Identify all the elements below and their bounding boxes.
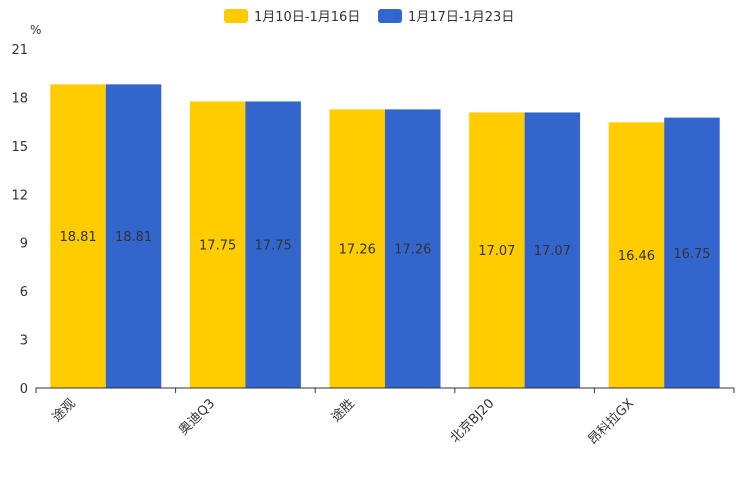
- x-tick-label: 北京BJ20: [448, 396, 498, 446]
- y-tick-label: 18: [11, 91, 28, 106]
- bar-1-4: [469, 112, 525, 388]
- legend-swatch: [224, 9, 248, 23]
- y-tick-label: 21: [11, 43, 28, 58]
- bar-value-label: 18.81: [115, 230, 152, 245]
- bar-2-5: [664, 117, 720, 388]
- bar-value-label: 17.07: [478, 244, 515, 259]
- bar-2-4: [524, 112, 581, 388]
- bar-value-label: 18.81: [59, 230, 96, 245]
- bar-value-label: 17.26: [394, 243, 431, 258]
- bars: [50, 84, 720, 389]
- bar-1-1: [50, 84, 106, 389]
- bar-2-2: [245, 101, 301, 388]
- y-tick-label: 0: [20, 382, 28, 397]
- bar-data-labels: 18.81 18.81 17.75 17.75 17.26 17.26 17.07 17.07…: [59, 230, 710, 264]
- legend-label: 1月10日-1月16日: [254, 10, 360, 25]
- x-axis-ticks: 途观 奥迪Q3 途胜 北京BJ20 昂科拉GX: [35, 388, 735, 448]
- legend-swatch: [378, 9, 402, 23]
- x-tick-label: 途观: [49, 396, 79, 426]
- bar-value-label: 17.75: [255, 239, 292, 254]
- legend-item-1[interactable]: 1月10日-1月16日: [224, 9, 360, 25]
- bar-value-label: 17.75: [199, 239, 236, 254]
- y-tick-label: 12: [11, 188, 28, 203]
- y-axis-unit-label: %: [30, 23, 41, 37]
- x-tick-label: 奥迪Q3: [176, 396, 218, 438]
- bar-1-5: [608, 122, 665, 388]
- legend: 1月10日-1月16日 1月17日-1月23日: [224, 9, 514, 25]
- legend-item-2[interactable]: 1月17日-1月23日: [378, 9, 514, 25]
- y-tick-label: 9: [20, 237, 28, 252]
- x-tick-label: 途胜: [328, 396, 358, 426]
- bar-1-2: [189, 101, 246, 388]
- bar-value-label: 16.46: [618, 249, 655, 264]
- bar-value-label: 16.75: [673, 247, 710, 262]
- bar-1-3: [329, 109, 385, 389]
- bar-2-3: [385, 109, 441, 389]
- x-tick-label: 昂科拉GX: [585, 396, 637, 448]
- bar-value-label: 17.07: [534, 244, 571, 259]
- bar-2-1: [105, 84, 162, 389]
- bar-value-label: 17.26: [339, 243, 376, 258]
- y-axis-ticks: 0 3 6 9 12 15 18 21: [11, 43, 28, 397]
- y-tick-label: 15: [11, 140, 28, 155]
- y-tick-label: 3: [20, 334, 28, 349]
- legend-label: 1月17日-1月23日: [408, 10, 514, 25]
- y-tick-label: 6: [20, 285, 28, 300]
